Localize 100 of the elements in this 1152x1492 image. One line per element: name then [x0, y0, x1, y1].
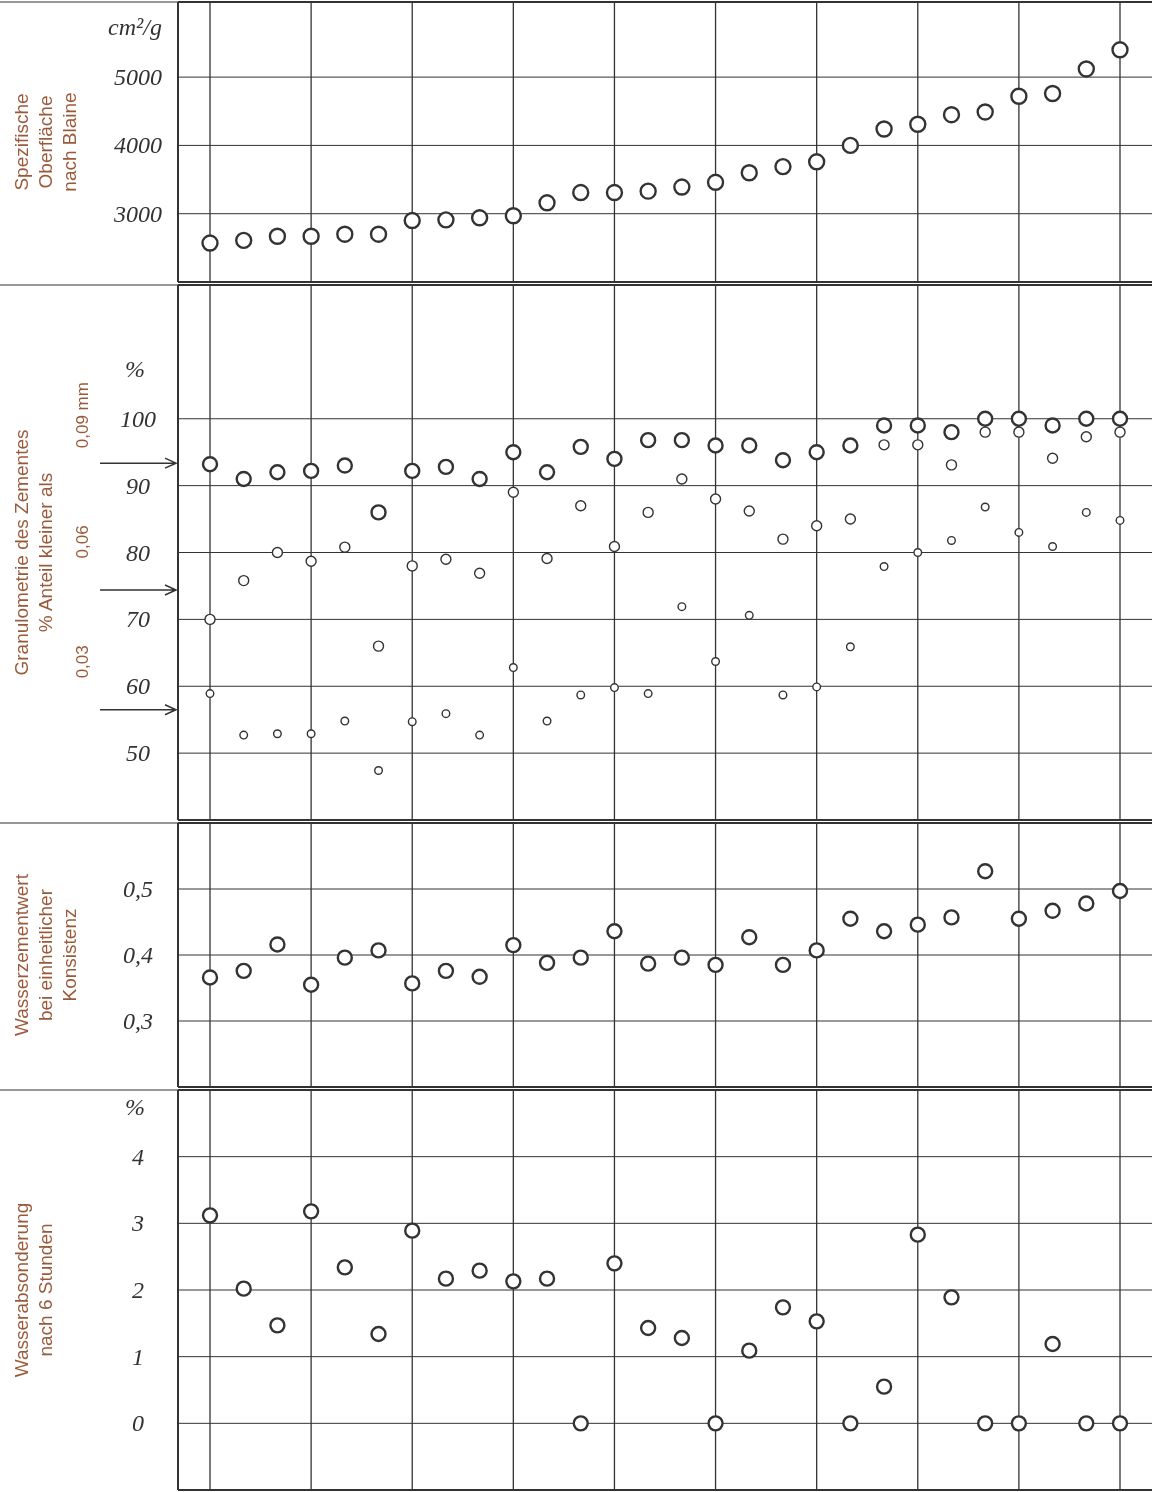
point [572, 949, 589, 966]
point [709, 493, 722, 505]
point [404, 462, 421, 480]
point [643, 689, 653, 699]
point [741, 928, 758, 946]
point [711, 657, 721, 667]
point [572, 1415, 589, 1432]
y-axis-title: Granulometrie des Zementes % Anteil kleiner als [11, 429, 56, 676]
point [370, 942, 387, 959]
point [639, 182, 657, 200]
point [808, 443, 825, 461]
point [639, 955, 657, 972]
point [976, 103, 994, 121]
point [201, 234, 219, 252]
y-tick-label: 0,5 [123, 876, 153, 902]
point [707, 1415, 724, 1432]
point [374, 766, 384, 776]
point [441, 709, 451, 719]
point [1114, 426, 1126, 438]
point [504, 207, 523, 225]
point [743, 505, 755, 517]
point [741, 437, 758, 454]
text: cm²/g [108, 14, 162, 41]
point [201, 456, 219, 473]
point [268, 227, 287, 245]
y-tick-label: 80 [126, 539, 150, 566]
point [807, 153, 826, 171]
point [272, 729, 282, 739]
point [437, 1270, 455, 1287]
point [812, 682, 822, 692]
point [440, 553, 452, 565]
point [913, 548, 923, 557]
point [507, 486, 520, 499]
point [572, 183, 590, 202]
point [909, 916, 926, 933]
point [606, 450, 623, 468]
point [844, 513, 857, 525]
point [437, 211, 455, 229]
point [471, 470, 488, 488]
y-tick-label: 1 [132, 1343, 144, 1370]
point [979, 426, 991, 438]
point [538, 1270, 556, 1287]
point [505, 1273, 522, 1290]
point [372, 640, 385, 652]
point [676, 473, 688, 485]
point [909, 417, 926, 434]
point [976, 410, 994, 427]
point [1115, 515, 1125, 525]
point [909, 1226, 926, 1243]
point [608, 540, 621, 553]
point [1010, 410, 1028, 427]
point [404, 975, 421, 992]
point [1010, 87, 1028, 105]
point [943, 1289, 960, 1306]
point [1044, 417, 1061, 434]
text: 0,09 mm [73, 382, 92, 449]
point [302, 227, 320, 245]
point [875, 417, 893, 434]
point [774, 956, 792, 974]
point [437, 962, 455, 980]
point [538, 194, 556, 212]
point [269, 464, 286, 481]
point [677, 602, 687, 612]
point [878, 439, 890, 451]
point [942, 105, 961, 124]
point [673, 949, 691, 966]
point [1044, 902, 1061, 919]
point [1046, 452, 1059, 464]
point [1080, 431, 1092, 443]
point [1111, 410, 1129, 427]
point [508, 663, 518, 673]
point [1111, 1415, 1129, 1432]
point [842, 437, 859, 454]
point [336, 949, 354, 966]
point [777, 533, 789, 545]
point [336, 1259, 354, 1276]
point [238, 574, 250, 587]
point [538, 464, 556, 481]
point [909, 115, 927, 133]
point [370, 1325, 387, 1343]
point [976, 1415, 994, 1432]
point [1043, 84, 1062, 103]
y-tick-label: 0,4 [123, 942, 153, 968]
point [778, 690, 788, 700]
point [706, 173, 725, 191]
point [370, 504, 387, 521]
point [204, 613, 216, 626]
point [407, 717, 417, 727]
point [269, 1317, 286, 1334]
point [774, 157, 792, 176]
point [1013, 426, 1025, 438]
point [471, 968, 488, 985]
point [306, 729, 316, 739]
point [606, 1255, 623, 1272]
y-tick-label: 5000 [114, 64, 162, 91]
point [774, 452, 792, 469]
y-tick-label: 60 [126, 673, 150, 700]
point [201, 969, 219, 986]
y-tick-label: 4 [132, 1143, 144, 1170]
point [642, 506, 654, 519]
